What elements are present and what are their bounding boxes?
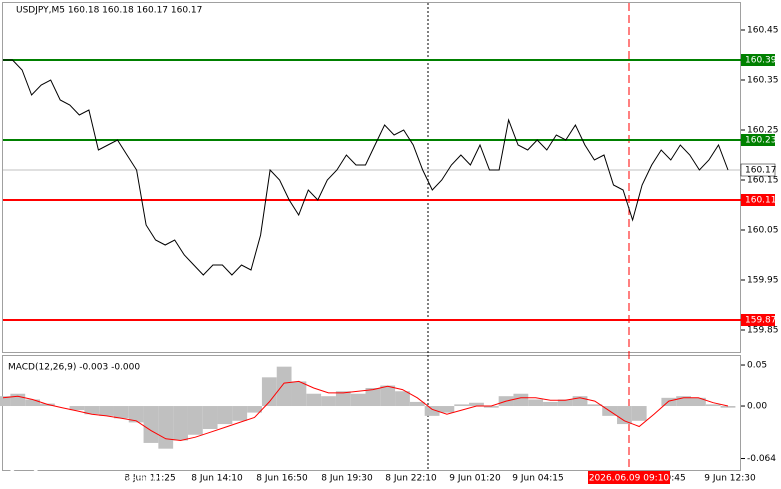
macd-bar	[424, 406, 440, 416]
y-tick-label: -0.064	[747, 454, 776, 464]
logo-icon	[8, 447, 40, 479]
macd-bar	[720, 406, 736, 408]
macd-bar	[232, 406, 248, 421]
macd-bar	[617, 406, 632, 425]
macd-bar	[350, 393, 366, 407]
macd-bar	[587, 404, 603, 407]
macd-bar	[483, 406, 499, 408]
macd-bar	[143, 406, 159, 443]
macd-bar	[69, 406, 85, 411]
time-label: 8 Jun 14:10	[191, 474, 243, 484]
macd-bar	[676, 396, 692, 407]
macd-bar	[247, 406, 262, 413]
macd-bar	[409, 401, 425, 407]
macd-bar	[113, 406, 129, 419]
macd-bar	[202, 406, 218, 429]
macd-bar	[84, 406, 100, 415]
time-label: 8 Jun 16:50	[256, 474, 308, 484]
macd-bar	[661, 397, 677, 407]
plot-layer: 160.45 160.35 160.25 160.15 160.05 159.95 159.…	[0, 26, 779, 484]
macd-bar	[276, 366, 292, 407]
current-price-box	[740, 163, 776, 177]
y-tick-label: 159.95	[747, 276, 779, 286]
y-tick-label: 160.15	[747, 176, 779, 186]
macd-bar	[10, 393, 26, 407]
macd-bar	[631, 406, 647, 421]
macd-bar	[291, 381, 307, 407]
level-label: 160.11	[745, 196, 777, 206]
y-tick-label: 160.05	[747, 226, 779, 236]
macd-bar	[705, 404, 721, 407]
macd-bar	[380, 385, 396, 407]
y-tick-label: 160.45	[747, 26, 779, 36]
macd-bar	[261, 377, 277, 407]
y-tick-label: 159.85	[747, 326, 779, 336]
macd-bar	[173, 406, 188, 441]
macd-bar	[99, 406, 114, 416]
macd-bar	[25, 399, 40, 407]
macd-bar	[543, 401, 558, 407]
time-label: 9 Jun 04:15	[512, 474, 563, 484]
time-label: 9 Jun 01:20	[449, 474, 501, 484]
macd-bar	[187, 406, 203, 435]
macd-bar	[306, 393, 322, 407]
current-price-label: 160.17	[745, 166, 777, 176]
level-label-box	[741, 54, 775, 66]
signal-line	[2, 380, 729, 442]
macd-bar	[691, 397, 706, 407]
macd-bar	[469, 402, 484, 407]
level-label: 159.87	[745, 316, 777, 326]
macd-bar	[572, 396, 588, 407]
y-tick-label: 160.35	[747, 76, 779, 86]
level-label-box	[741, 314, 775, 326]
cursor-label-box	[588, 471, 670, 484]
level-label-box	[741, 134, 775, 146]
macd-frame	[2, 355, 741, 471]
cursor-label: 2026.06.09 09:10	[589, 474, 670, 484]
macd-bar	[128, 406, 144, 423]
macd-bar	[335, 391, 351, 407]
price-line	[3, 59, 729, 276]
level-label: 160.39	[745, 56, 777, 66]
time-label: 8 Jun 19:30	[321, 474, 373, 484]
watermark-brand: instaforex	[44, 445, 169, 474]
macd-bar	[365, 387, 381, 407]
macd-bar	[158, 406, 174, 449]
macd-bar	[528, 399, 544, 407]
macd-bar	[321, 396, 336, 407]
macd-bar	[217, 406, 233, 425]
macd-bar	[513, 393, 529, 407]
macd-header: MACD(12,26,9) -0.003 -0.000	[8, 363, 140, 373]
y-tick-label: 160.25	[747, 126, 779, 136]
macd-bar	[439, 406, 455, 413]
macd-bar	[395, 391, 410, 407]
macd-bar	[454, 404, 470, 407]
price-frame	[2, 2, 741, 353]
time-label: 8 Jun 11:25	[124, 474, 175, 484]
y-tick-label: 0.05	[747, 361, 767, 371]
watermark: instaforex Instant Forex Trading	[8, 445, 169, 486]
watermark-tagline: Instant Forex Trading	[46, 473, 162, 486]
level-label: 160.23	[745, 136, 777, 146]
level-label-box	[741, 194, 775, 206]
time-label: 9 Jun 12:30	[704, 474, 756, 484]
time-label: 8 Jun 22:10	[385, 474, 437, 484]
symbol-header: USDJPY,M5 160.18 160.18 160.17 160.17	[16, 6, 202, 16]
y-tick-label: 0.00	[747, 402, 767, 412]
macd-bar	[557, 399, 573, 407]
macd-bar	[0, 396, 11, 407]
